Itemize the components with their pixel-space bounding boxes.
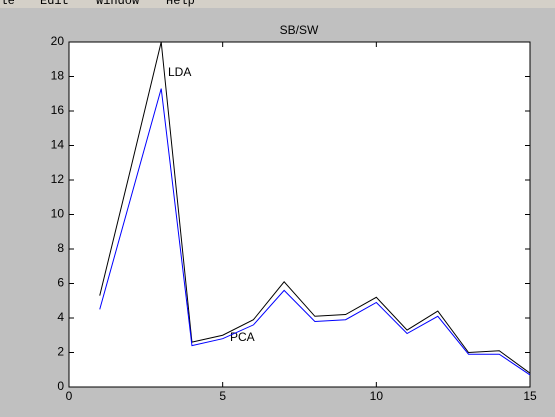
menu-item[interactable]: Window [96, 0, 140, 8]
series-label: LDA [168, 65, 191, 79]
menu: File Edit Window Help [0, 0, 195, 8]
menu-bar [0, 0, 555, 8]
y-tick-label: 20 [51, 34, 65, 48]
chart-title: SB/SW [280, 23, 319, 37]
y-tick-label: 18 [51, 69, 65, 83]
x-tick-label: 10 [370, 389, 384, 403]
line [99, 88, 531, 376]
y-tick-label: 10 [51, 207, 65, 221]
axes [68, 41, 531, 388]
y-tick-label: 6 [57, 276, 64, 290]
y-tick-label: 0 [57, 379, 64, 393]
y-tick-label: 16 [51, 103, 65, 117]
x-tick-label: 0 [66, 389, 73, 403]
x-tick-label: 5 [219, 389, 226, 403]
y-tick-label: 8 [57, 241, 64, 255]
y-tick-label: 14 [51, 138, 65, 152]
x-tick-label: 15 [523, 389, 537, 403]
menu-item[interactable]: Edit [40, 0, 69, 8]
menu-item[interactable]: Help [166, 0, 195, 8]
y-tick-label: 12 [51, 172, 65, 186]
menu-item[interactable]: File [0, 0, 15, 8]
y-tick-label: 4 [57, 310, 64, 324]
series-label: PCA [230, 330, 255, 344]
line [99, 41, 531, 374]
y-tick-label: 2 [57, 345, 64, 359]
